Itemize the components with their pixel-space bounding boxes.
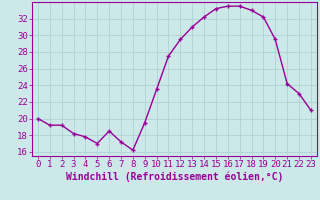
- X-axis label: Windchill (Refroidissement éolien,°C): Windchill (Refroidissement éolien,°C): [66, 172, 283, 182]
